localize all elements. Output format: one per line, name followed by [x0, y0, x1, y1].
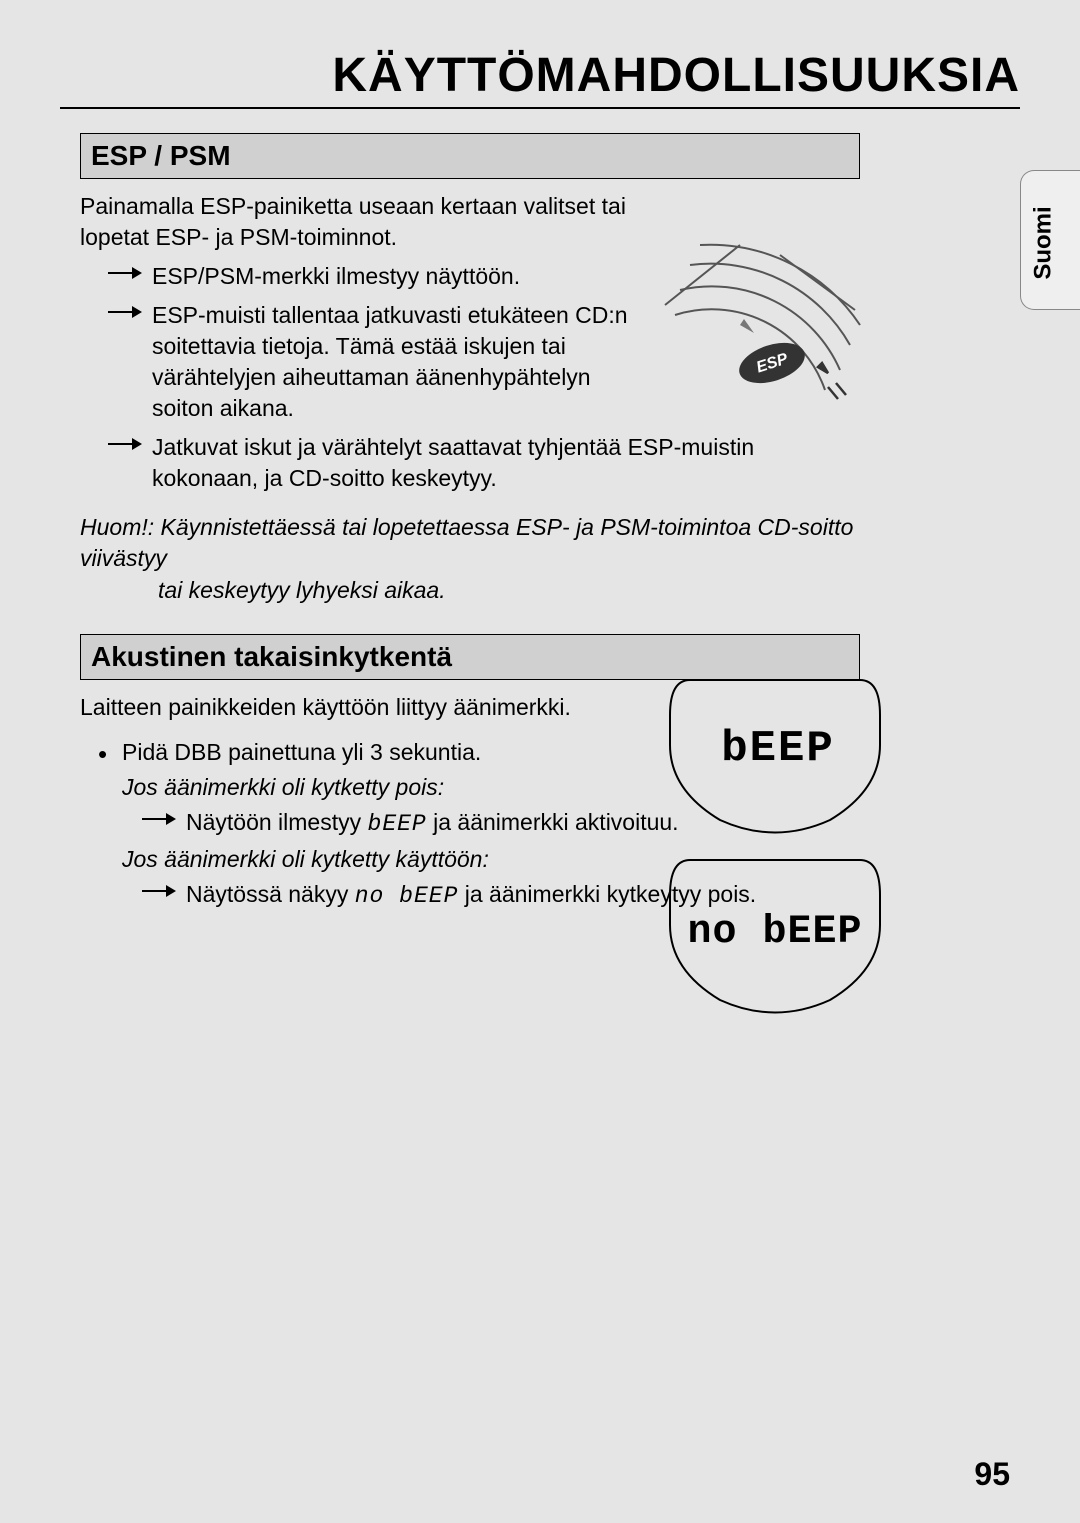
case1-post: ja äänimerkki aktivoituu.: [427, 809, 679, 835]
display-text: no bEEP: [687, 910, 862, 955]
display-beep: bEEP: [660, 670, 890, 840]
note-lead: Huom!: Käynnistettäessä tai lopetettaess…: [80, 514, 853, 571]
language-tab: Suomi: [1020, 170, 1080, 310]
display-nobeep: no bEEP: [660, 850, 890, 1020]
section1-list: ESP/PSM-merkki ilmestyy näyttöön. ESP-mu…: [80, 261, 650, 424]
case2-pre: Näytössä näkyy: [186, 881, 355, 907]
display-text: bEEP: [721, 724, 835, 774]
esp-figure: ESP: [660, 235, 870, 435]
list-item: ESP-muisti tallentaa jatkuvasti etukätee…: [108, 300, 650, 424]
list-item: ESP/PSM-merkki ilmestyy näyttöön.: [108, 261, 650, 292]
language-label: Suomi: [1030, 206, 1058, 279]
section1-note: Huom!: Käynnistettäessä tai lopetettaess…: [80, 512, 860, 605]
case1-seg: bEEP: [368, 811, 427, 837]
page-number: 95: [974, 1456, 1010, 1493]
note-cont: tai keskeytyy lyhyeksi aikaa.: [80, 575, 860, 606]
page-title: KÄYTTÖMAHDOLLISUUKSIA: [60, 48, 1020, 109]
case2-seg: no bEEP: [355, 883, 459, 909]
list-item: Jatkuvat iskut ja värähtelyt saattavat t…: [108, 432, 860, 494]
bullet-text: Pidä DBB painettuna yli 3 sekuntia.: [122, 739, 481, 765]
section1-intro: Painamalla ESP-painiketta useaan kertaan…: [80, 191, 650, 253]
section1-list-cont: Jatkuvat iskut ja värähtelyt saattavat t…: [80, 432, 860, 494]
case1-pre: Näytöön ilmestyy: [186, 809, 368, 835]
section-heading-esp: ESP / PSM: [80, 133, 860, 179]
